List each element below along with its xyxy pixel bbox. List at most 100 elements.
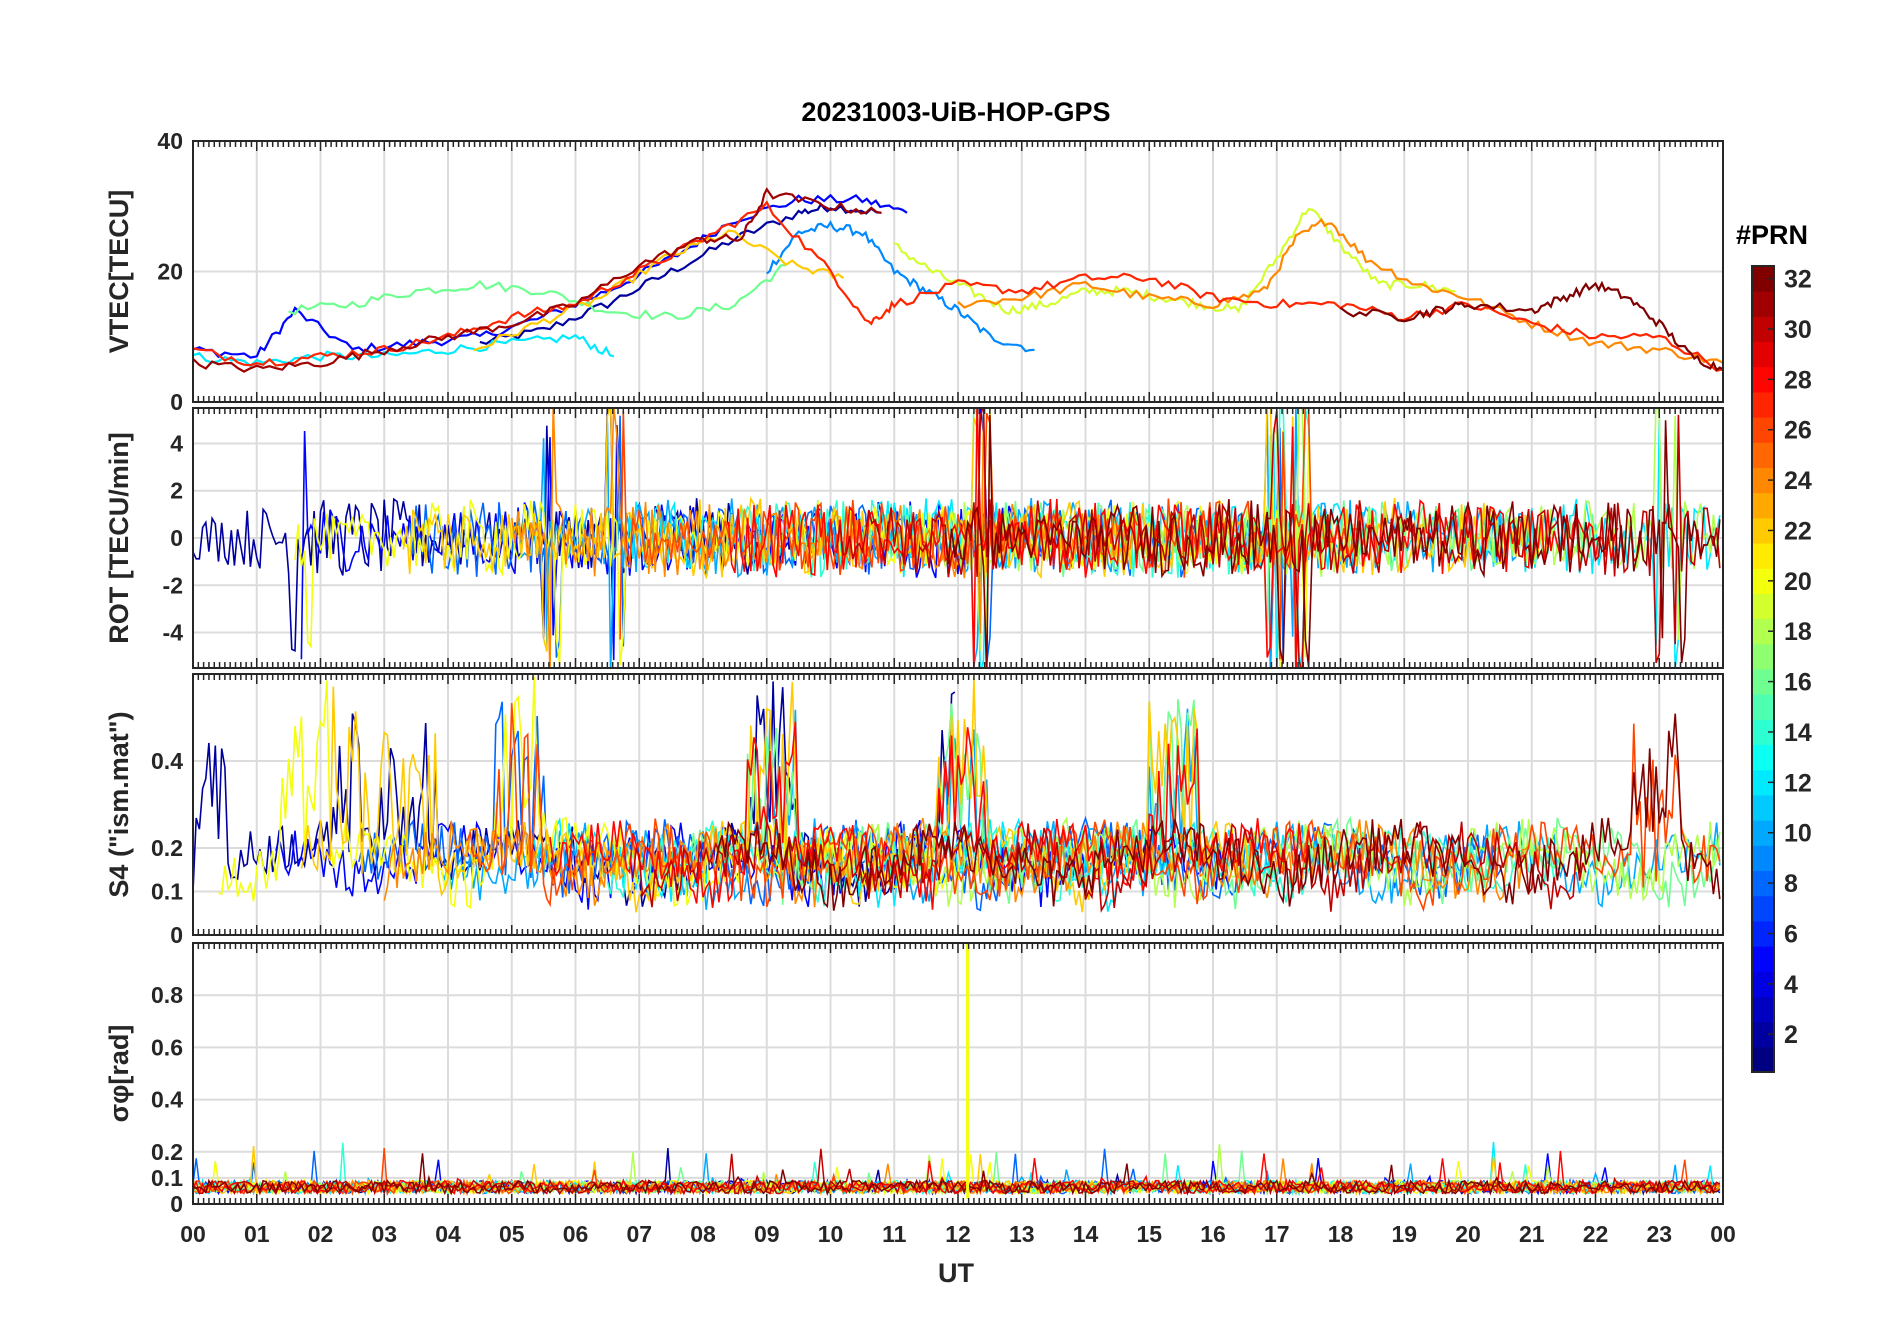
panel-4: 00.10.2 0.4 0.6 0.8 σφ[rad] — [104, 942, 1724, 1217]
y-axis-label: ROT [TECU/min] — [104, 432, 134, 643]
x-tick-label: 03 — [371, 1221, 397, 1247]
x-tick-label: 13 — [1009, 1221, 1035, 1247]
colorbar-segment — [1752, 391, 1774, 418]
colorbar-segment — [1752, 870, 1774, 897]
colorbar-segment — [1752, 845, 1774, 871]
colorbar-segment — [1752, 946, 1774, 972]
vtec-trace-prn-16 — [288, 263, 786, 321]
vtec-trace-prn-22 — [473, 229, 844, 352]
s4-trace-prn-30 — [632, 818, 1587, 913]
colorbar-segment — [1752, 492, 1774, 519]
colorbar-tick-label: 4 — [1784, 971, 1798, 999]
colorbar-tick-label: 18 — [1784, 618, 1812, 646]
colorbar-frame — [1751, 265, 1775, 1073]
x-tick-label: 00 — [1710, 1221, 1736, 1247]
colorbar-segment — [1752, 694, 1774, 720]
x-axis-label: UT — [938, 1258, 974, 1288]
vtec-trace-prn-2 — [479, 202, 882, 346]
y-tick-label: 0.6 — [151, 1034, 183, 1060]
x-tick-label: 09 — [754, 1221, 780, 1247]
x-tick-label: 06 — [563, 1221, 589, 1247]
colorbar-segment — [1752, 996, 1774, 1023]
y-tick-label: 0.2 — [151, 835, 183, 861]
colorbar-segment — [1752, 1021, 1774, 1048]
x-tick-label: 02 — [308, 1221, 334, 1247]
colorbar-segment — [1752, 643, 1774, 670]
colorbar-segment — [1752, 920, 1774, 947]
y-tick-label: 0.4 — [151, 748, 183, 774]
colorbar-segment — [1752, 820, 1774, 846]
vtec-trace-prn-31 — [193, 187, 882, 373]
colorbar-segment — [1752, 366, 1774, 393]
y-tick-label: -2 — [163, 572, 183, 598]
data-traces — [193, 408, 1721, 668]
x-tick-label: 16 — [1200, 1221, 1226, 1247]
y-tick-label: 0 — [170, 1191, 183, 1217]
data-traces — [193, 187, 1723, 373]
colorbar-segment — [1752, 895, 1774, 922]
colorbar-tick-label: 12 — [1784, 769, 1812, 797]
colorbar-tick-label: 26 — [1784, 417, 1812, 445]
y-tick-label: 0 — [170, 389, 183, 415]
colorbar-segment — [1752, 266, 1774, 292]
colorbar-tick-label: 24 — [1784, 467, 1812, 495]
colorbar-segment — [1752, 669, 1774, 695]
colorbar-tick-label: 20 — [1784, 568, 1812, 596]
colorbar-tick-label: 14 — [1784, 719, 1812, 747]
colorbar-segment — [1752, 971, 1774, 997]
colorbar-segment — [1752, 467, 1774, 494]
x-tick-label: 04 — [435, 1221, 461, 1247]
colorbar-segment — [1752, 341, 1774, 368]
x-tick-label: 10 — [818, 1221, 844, 1247]
x-tick-label: 22 — [1583, 1221, 1609, 1247]
colorbar-tick-label: 10 — [1784, 820, 1812, 848]
rot-trace-prn-2 — [193, 408, 828, 653]
y-tick-label: 0 — [170, 525, 183, 551]
colorbar-tick-label: 16 — [1784, 669, 1812, 697]
y-tick-label: 40 — [157, 128, 183, 154]
y-axis-label: VTEC[TECU] — [104, 190, 134, 354]
colorbar-tick-label: 28 — [1784, 366, 1812, 394]
colorbar-tick-label: 6 — [1784, 920, 1798, 948]
colorbar-tick-label: 30 — [1784, 316, 1812, 344]
x-tick-label: 20 — [1455, 1221, 1481, 1247]
y-tick-label: 0.2 — [151, 1139, 183, 1165]
x-tick-label: 17 — [1264, 1221, 1290, 1247]
x-tick-label: 18 — [1328, 1221, 1354, 1247]
vtec-trace-prn-24 — [957, 217, 1723, 364]
colorbar-segment — [1752, 719, 1774, 746]
colorbar-segment — [1752, 417, 1774, 443]
vtec-trace-prn-32 — [1339, 280, 1723, 372]
y-tick-label: 0.1 — [151, 1165, 183, 1191]
rot-trace-prn-32 — [944, 414, 1721, 668]
colorbar-segment — [1752, 568, 1774, 594]
x-tick-label: 05 — [499, 1221, 525, 1247]
chart-title: 20231003-UiB-HOP-GPS — [801, 97, 1110, 127]
y-tick-label: 0 — [170, 922, 183, 948]
panel-1: 0 20 40 VTEC[TECU] — [104, 128, 1724, 415]
x-tick-label: 07 — [626, 1221, 652, 1247]
y-tick-label: 0.4 — [151, 1087, 183, 1113]
colorbar-segment — [1752, 744, 1774, 771]
x-tick-label: 23 — [1646, 1221, 1672, 1247]
colorbar-segment — [1752, 593, 1774, 620]
sigma-trace-prn-32 — [193, 1153, 1721, 1196]
colorbar-title: #PRN — [1736, 220, 1808, 250]
x-tick-label: 14 — [1073, 1221, 1099, 1247]
colorbar-segment — [1752, 618, 1774, 645]
x-tick-label: 00 — [180, 1221, 206, 1247]
data-traces — [193, 943, 1721, 1199]
colorbar-tick-label: 22 — [1784, 517, 1812, 545]
s4-trace-prn-28 — [549, 721, 1313, 910]
x-tick-label: 21 — [1519, 1221, 1545, 1247]
panel-3: 0 0.1 0.2 0.4 S4 ("ism.mat") — [104, 673, 1724, 948]
panel-2: -4 -2 0 2 4 ROT [TECU/min] — [104, 407, 1724, 669]
colorbar-segment — [1752, 291, 1774, 317]
colorbar-segment — [1752, 517, 1774, 544]
colorbar-segment — [1752, 1046, 1774, 1073]
x-tick-label: 19 — [1391, 1221, 1417, 1247]
y-tick-label: 0.1 — [151, 879, 183, 905]
sigma-trace-prn-30 — [193, 1148, 1721, 1197]
